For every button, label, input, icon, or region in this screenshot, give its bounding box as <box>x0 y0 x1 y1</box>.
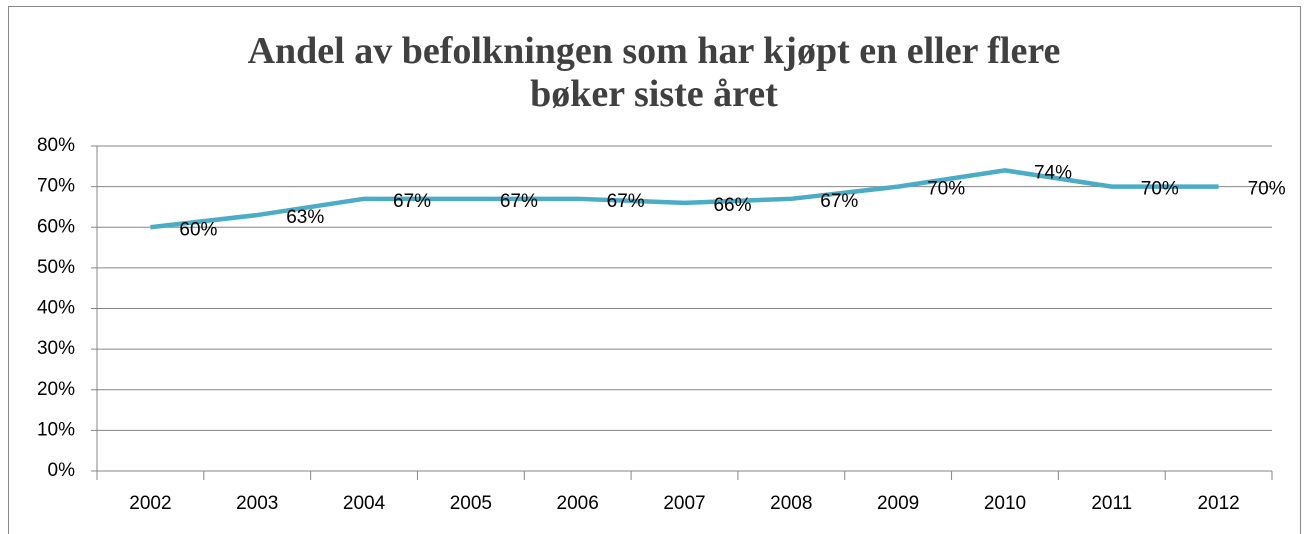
y-tick-label: 80% <box>37 135 75 156</box>
x-tick-label: 2009 <box>877 493 919 514</box>
y-tick-label: 0% <box>48 460 76 481</box>
x-tick-label: 2010 <box>984 493 1026 514</box>
x-tick-label: 2004 <box>343 493 386 514</box>
x-tick-label: 2008 <box>770 493 812 514</box>
y-tick-label: 50% <box>37 257 75 278</box>
data-label: 60% <box>179 219 217 240</box>
y-tick-label: 30% <box>37 338 75 359</box>
x-tick-label: 2003 <box>236 493 278 514</box>
x-tick-label: 2012 <box>1197 493 1239 514</box>
y-tick-label: 60% <box>37 216 75 237</box>
data-label: 67% <box>607 191 645 212</box>
data-label: 67% <box>500 191 538 212</box>
data-label: 70% <box>1248 179 1286 200</box>
data-label: 67% <box>820 191 858 212</box>
x-tick-label: 2005 <box>450 493 492 514</box>
y-tick-label: 40% <box>37 298 75 319</box>
y-tick-label: 20% <box>37 379 75 400</box>
data-label: 74% <box>1034 162 1072 183</box>
data-label: 67% <box>393 191 431 212</box>
y-tick-label: 10% <box>37 419 75 440</box>
y-tick-label: 70% <box>37 176 75 197</box>
chart-border <box>8 6 1301 534</box>
data-label: 63% <box>286 207 324 228</box>
data-label: 70% <box>927 179 965 200</box>
data-label: 70% <box>1141 179 1179 200</box>
x-tick-label: 2002 <box>129 493 171 514</box>
line <box>150 168 1219 230</box>
x-tick-label: 2006 <box>557 493 599 514</box>
x-tick-label: 2011 <box>1091 493 1132 514</box>
chart-title: Andel av befolkningen som har kjøpt en e… <box>247 30 1061 115</box>
data-label: 66% <box>713 195 751 216</box>
x-tick-label: 2007 <box>663 493 705 514</box>
